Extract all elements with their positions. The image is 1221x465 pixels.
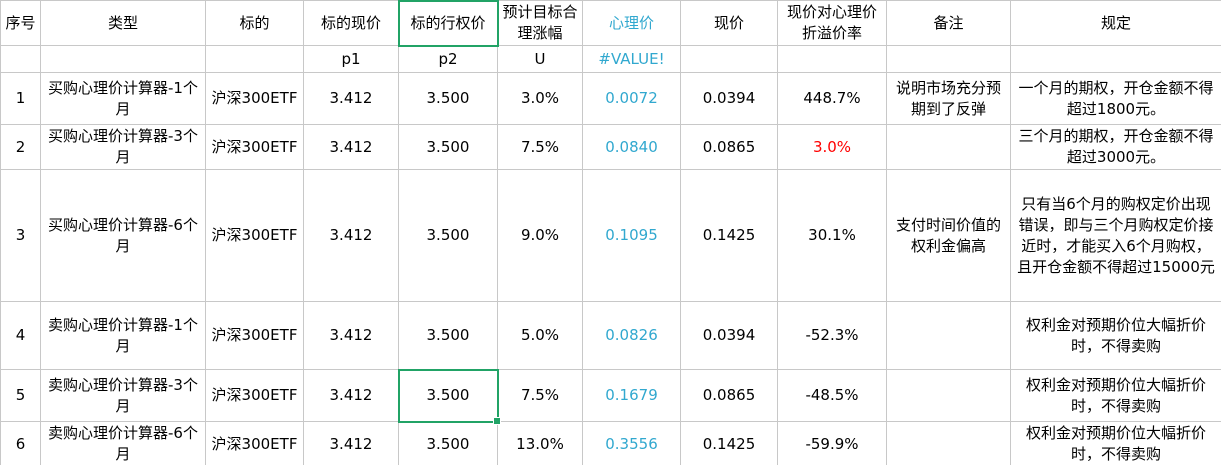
cell-p2[interactable]: 3.500	[398, 169, 498, 302]
cell-p1[interactable]: 3.412	[303, 169, 399, 302]
header-cell-psych-price[interactable]: 心理价	[582, 0, 681, 46]
header-cell-target-gain[interactable]: 预计目标合理涨幅	[497, 0, 583, 46]
subheader-u[interactable]: U	[497, 45, 583, 73]
subheader-p2[interactable]: p2	[398, 45, 498, 73]
cell-psych-price[interactable]: 0.3556	[582, 421, 681, 465]
cell-no[interactable]: 1	[0, 72, 41, 125]
cell-psych-price[interactable]: 0.0826	[582, 301, 681, 370]
header-cell-type[interactable]: 类型	[40, 0, 206, 46]
cell-no[interactable]: 2	[0, 124, 41, 170]
cell-underlying[interactable]: 沪深300ETF	[205, 169, 304, 302]
header-cell-premium-rate[interactable]: 现价对心理价折溢价率	[777, 0, 887, 46]
table-row: 6 卖购心理价计算器-6个月 沪深300ETF 3.412 3.500 13.0…	[0, 421, 1221, 465]
cell-type[interactable]: 卖购心理价计算器-3个月	[40, 369, 206, 422]
cell-note[interactable]	[886, 124, 1011, 170]
subheader-empty[interactable]	[1010, 45, 1221, 73]
cell-rule[interactable]: 只有当6个月的购权定价出现错误，即与三个月购权定价接近时，才能买入6个月购权，且…	[1010, 169, 1221, 302]
cell-underlying[interactable]: 沪深300ETF	[205, 301, 304, 370]
cell-premium-rate[interactable]: 448.7%	[777, 72, 887, 125]
cell-type[interactable]: 买购心理价计算器-6个月	[40, 169, 206, 302]
cell-current-price[interactable]: 0.0394	[680, 301, 778, 370]
cell-p1[interactable]: 3.412	[303, 301, 399, 370]
cell-target-gain[interactable]: 9.0%	[497, 169, 583, 302]
subheader-row: p1 p2 U #VALUE!	[0, 45, 1221, 73]
subheader-empty[interactable]	[680, 45, 778, 73]
header-cell-rule[interactable]: 规定	[1010, 0, 1221, 46]
selected-cell-p2[interactable]: 3.500	[397, 368, 502, 426]
table-row: 5 卖购心理价计算器-3个月 沪深300ETF 3.412 3.500 7.5%…	[0, 368, 1221, 426]
cell-note[interactable]: 支付时间价值的权利金偏高	[886, 169, 1011, 302]
cell-rule[interactable]: 权利金对预期价位大幅折价时，不得卖购	[1010, 301, 1221, 370]
cell-no[interactable]: 5	[0, 369, 41, 422]
cell-current-price[interactable]: 0.1425	[680, 421, 778, 465]
subheader-empty[interactable]	[777, 45, 887, 73]
cell-premium-rate[interactable]: 3.0%	[777, 124, 887, 170]
cell-note[interactable]	[886, 301, 1011, 370]
cell-target-gain[interactable]: 3.0%	[497, 72, 583, 125]
cell-underlying[interactable]: 沪深300ETF	[205, 124, 304, 170]
subheader-value-error[interactable]: #VALUE!	[582, 45, 681, 73]
header-cell-no[interactable]: 序号	[0, 0, 41, 46]
cell-underlying[interactable]: 沪深300ETF	[205, 369, 304, 422]
table-row: 1 买购心理价计算器-1个月 沪深300ETF 3.412 3.500 3.0%…	[0, 72, 1221, 125]
cell-underlying[interactable]: 沪深300ETF	[205, 72, 304, 125]
cell-rule[interactable]: 权利金对预期价位大幅折价时，不得卖购	[1010, 421, 1221, 465]
header-cell-note[interactable]: 备注	[886, 0, 1011, 46]
cell-type[interactable]: 买购心理价计算器-3个月	[40, 124, 206, 170]
cell-type[interactable]: 卖购心理价计算器-6个月	[40, 421, 206, 465]
cell-premium-rate[interactable]: -52.3%	[777, 301, 887, 370]
cell-no[interactable]: 6	[0, 421, 41, 465]
subheader-empty[interactable]	[40, 45, 206, 73]
cell-psych-price[interactable]: 0.0072	[582, 72, 681, 125]
cell-type[interactable]: 买购心理价计算器-1个月	[40, 72, 206, 125]
cell-current-price[interactable]: 0.0394	[680, 72, 778, 125]
cell-current-price[interactable]: 0.1425	[680, 169, 778, 302]
header-row: 序号 类型 标的 标的现价 标的行权价 预计目标合理涨幅 心理价 现价 现价对心…	[0, 0, 1221, 47]
cell-no[interactable]: 3	[0, 169, 41, 302]
table-row: 4 卖购心理价计算器-1个月 沪深300ETF 3.412 3.500 5.0%…	[0, 301, 1221, 370]
cell-note[interactable]	[886, 421, 1011, 465]
cell-p2[interactable]: 3.500	[398, 72, 498, 125]
header-cell-current-price[interactable]: 现价	[680, 0, 778, 46]
cell-p2[interactable]: 3.500	[398, 301, 498, 370]
table-row: 3 买购心理价计算器-6个月 沪深300ETF 3.412 3.500 9.0%…	[0, 169, 1221, 302]
cell-target-gain[interactable]: 7.5%	[497, 369, 583, 422]
cell-p1[interactable]: 3.412	[303, 369, 399, 422]
cell-rule[interactable]: 一个月的期权，开仓金额不得超过1800元。	[1010, 72, 1221, 125]
cell-note[interactable]	[886, 369, 1011, 422]
cell-p2[interactable]: 3.500	[398, 421, 498, 465]
cell-rule[interactable]: 三个月的期权，开仓金额不得超过3000元。	[1010, 124, 1221, 170]
cell-note[interactable]: 说明市场充分预期到了反弹	[886, 72, 1011, 125]
cell-p1[interactable]: 3.412	[303, 124, 399, 170]
cell-p1[interactable]: 3.412	[303, 72, 399, 125]
subheader-p1[interactable]: p1	[303, 45, 399, 73]
cell-p2[interactable]: 3.500	[398, 124, 498, 170]
subheader-empty[interactable]	[0, 45, 41, 73]
subheader-empty[interactable]	[205, 45, 304, 73]
cell-no[interactable]: 4	[0, 301, 41, 370]
cell-psych-price[interactable]: 0.1095	[582, 169, 681, 302]
cell-type[interactable]: 卖购心理价计算器-1个月	[40, 301, 206, 370]
cell-premium-rate[interactable]: -59.9%	[777, 421, 887, 465]
table-row: 2 买购心理价计算器-3个月 沪深300ETF 3.412 3.500 7.5%…	[0, 124, 1221, 170]
cell-target-gain[interactable]: 5.0%	[497, 301, 583, 370]
cell-target-gain[interactable]: 13.0%	[497, 421, 583, 465]
cell-current-price[interactable]: 0.0865	[680, 124, 778, 170]
cell-underlying[interactable]: 沪深300ETF	[205, 421, 304, 465]
header-cell-strike-price[interactable]: 标的行权价	[397, 0, 499, 47]
cell-current-price[interactable]: 0.0865	[680, 369, 778, 422]
cell-psych-price[interactable]: 0.0840	[582, 124, 681, 170]
cell-rule[interactable]: 权利金对预期价位大幅折价时，不得卖购	[1010, 369, 1221, 422]
header-cell-underlying-price[interactable]: 标的现价	[303, 0, 399, 46]
cell-premium-rate[interactable]: 30.1%	[777, 169, 887, 302]
cell-premium-rate[interactable]: -48.5%	[777, 369, 887, 422]
cell-p1[interactable]: 3.412	[303, 421, 399, 465]
cell-psych-price[interactable]: 0.1679	[582, 369, 681, 422]
cell-target-gain[interactable]: 7.5%	[497, 124, 583, 170]
subheader-empty[interactable]	[886, 45, 1011, 73]
header-cell-underlying[interactable]: 标的	[205, 0, 304, 46]
